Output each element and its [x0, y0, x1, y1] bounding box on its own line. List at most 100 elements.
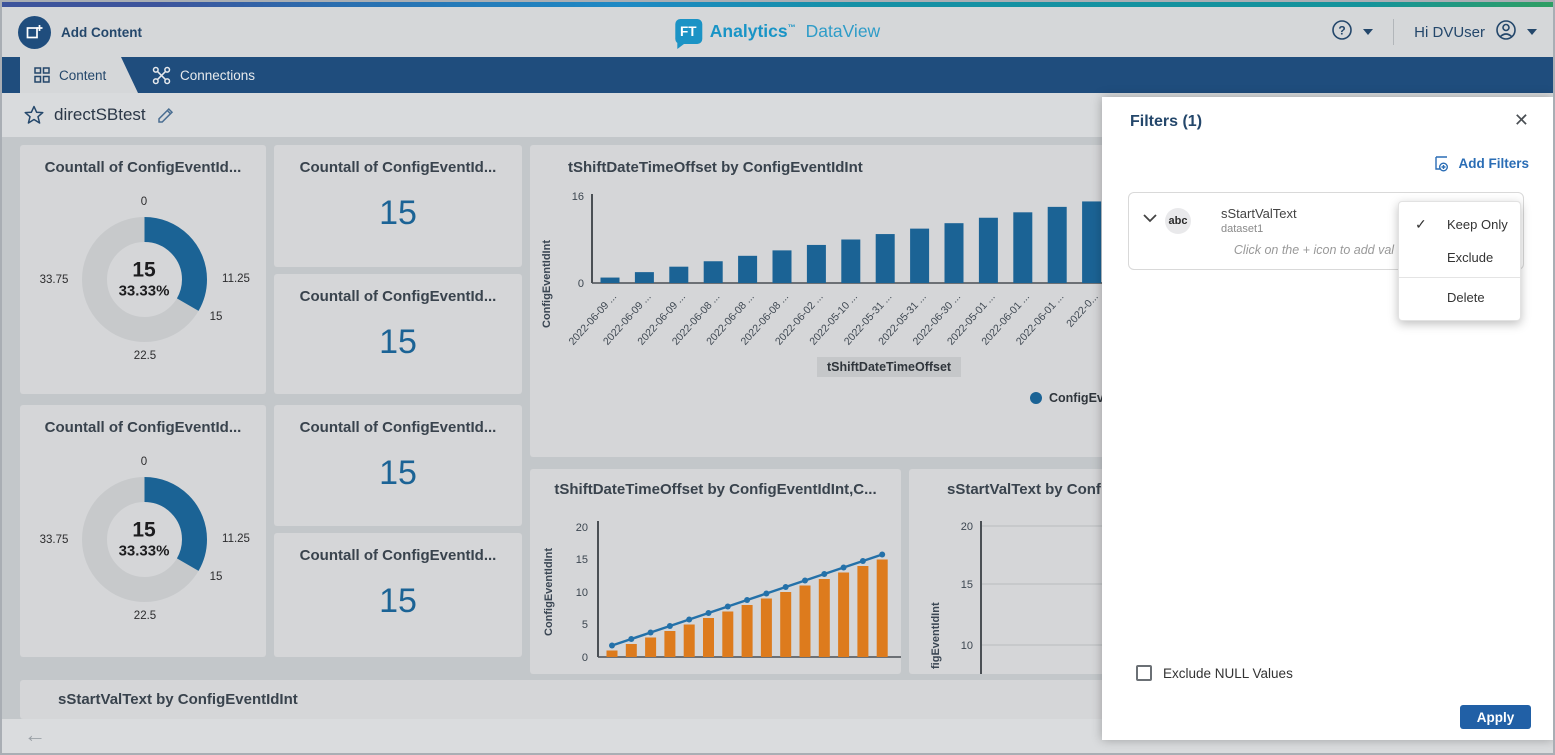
donut-scale-label: 0 [140, 456, 148, 468]
donut-scale-label: 15 [209, 571, 223, 583]
bar [760, 598, 772, 657]
kpi-value: 15 [379, 323, 417, 361]
line-marker [879, 551, 886, 558]
menu-item-label: Exclude [1447, 250, 1494, 265]
card-title: Countall of ConfigEventId... [299, 547, 497, 564]
line-marker [821, 571, 828, 577]
bar [875, 234, 895, 283]
bar [664, 631, 676, 657]
bar [944, 223, 964, 283]
previous-page-arrow[interactable]: ← [24, 722, 46, 747]
menu-item-delete[interactable]: Delete [1399, 281, 1520, 314]
chart-legend: ConfigEve [1030, 391, 1111, 405]
close-icon[interactable]: ✕ [1513, 110, 1529, 130]
bar [600, 277, 620, 283]
edit-pencil-icon[interactable] [156, 106, 175, 125]
bar-chart-card[interactable]: tShiftDateTimeOffset by ConfigEventIdInt… [530, 145, 1120, 457]
donut-card-2[interactable]: Countall of ConfigEventId... 0 11.25 15 … [20, 405, 266, 657]
card-title: Countall of ConfigEventId... [44, 159, 242, 176]
bar [799, 585, 811, 657]
bar [703, 261, 723, 283]
apply-button[interactable]: Apply [1460, 705, 1531, 729]
favorite-star-icon[interactable] [24, 105, 44, 125]
donut-scale-label: 11.25 [222, 273, 250, 285]
donut-card-1[interactable]: Countall of ConfigEventId... 0 11.25 15 … [20, 145, 266, 394]
filter-dataset-name: dataset1 [1221, 223, 1264, 235]
donut-chart [82, 217, 207, 342]
card-title: sStartValText by ConfigEventIdInt [58, 691, 298, 708]
card-title: Countall of ConfigEventId... [44, 419, 242, 436]
card-title: Countall of ConfigEventId... [299, 419, 497, 436]
user-dropdown-caret[interactable] [1527, 29, 1537, 35]
bar [1082, 201, 1102, 283]
bar [625, 644, 637, 657]
add-content-button[interactable]: Add Content [18, 15, 142, 49]
bar [910, 228, 930, 283]
combo-chart: ConfigEventIdInt 20 15 10 5 0 [543, 521, 901, 664]
app-header: Add Content FT Analytics™ DataView ? Hi … [2, 7, 1553, 57]
bar-chart: ConfigEventIdInt 16 0 2022-06-09 ...2022… [541, 191, 1120, 348]
menu-item-label: Delete [1447, 290, 1485, 305]
bar [838, 572, 850, 657]
y-tick: 16 [572, 191, 584, 203]
bar [772, 250, 792, 283]
y-tick: 10 [576, 587, 588, 599]
y-axis-label: figEventIdInt [930, 602, 942, 669]
donut-scale-label: 22.5 [133, 350, 157, 362]
x-tick-label: 2022-0... [1064, 291, 1101, 330]
bar [741, 605, 753, 657]
donut-scale-label: 33.75 [39, 274, 69, 286]
filter-context-menu: ✓ Keep Only Exclude Delete [1398, 201, 1521, 321]
ft-logo-icon: FT [674, 19, 702, 49]
chevron-down-icon[interactable] [1143, 213, 1157, 223]
y-axis-label: ConfigEventIdInt [541, 240, 553, 328]
kpi-card-2[interactable]: Countall of ConfigEventId... 15 [274, 274, 522, 394]
tab-content-label: Content [59, 67, 107, 83]
add-filters-button[interactable]: Add Filters [1434, 155, 1529, 172]
bar [606, 650, 618, 657]
filters-panel-title: Filters (1) [1130, 113, 1203, 130]
kpi-card-4[interactable]: Countall of ConfigEventId... 15 [274, 533, 522, 657]
menu-item-exclude[interactable]: Exclude [1399, 241, 1520, 274]
help-dropdown-caret[interactable] [1363, 29, 1374, 35]
x-axis-title: tShiftDateTimeOffset [817, 357, 962, 377]
y-tick: 0 [578, 278, 584, 290]
tab-content[interactable]: Content [20, 57, 138, 93]
filter-hint-text: Click on the + icon to add val [1233, 243, 1395, 257]
bar [806, 244, 826, 283]
tab-connections[interactable]: Connections [152, 57, 255, 93]
kpi-value: 15 [379, 582, 417, 620]
bar [1013, 212, 1033, 283]
line-marker [686, 616, 693, 623]
y-tick: 15 [576, 554, 588, 566]
header-right-cluster: ? Hi DVUser [1331, 15, 1537, 49]
donut-scale-label: 11.25 [222, 533, 250, 545]
logo-product: DataView [805, 21, 881, 41]
combo-chart-card[interactable]: tShiftDateTimeOffset by ConfigEventIdInt… [530, 469, 901, 674]
bottom-chart-card[interactable]: sStartValText by ConfigEventIdInt [20, 680, 1152, 719]
bar [703, 618, 714, 657]
line-marker [705, 610, 712, 616]
line-marker [628, 636, 635, 642]
user-avatar-icon[interactable] [1495, 19, 1517, 46]
line-marker [802, 577, 808, 584]
donut-chart [82, 477, 207, 602]
logo-name: Analytics [709, 21, 788, 41]
line-marker [840, 564, 847, 571]
donut-scale-label: 15 [209, 311, 223, 323]
checkbox[interactable] [1136, 665, 1152, 681]
brand-gradient-strip [2, 2, 1553, 7]
y-tick: 20 [576, 522, 588, 534]
kpi-card-1[interactable]: Countall of ConfigEventId... 15 [274, 145, 522, 267]
bar [722, 611, 734, 657]
bar [978, 217, 998, 283]
y-tick: 0 [582, 652, 588, 664]
help-icon[interactable]: ? [1331, 19, 1353, 46]
menu-item-keep-only[interactable]: ✓ Keep Only [1399, 208, 1520, 241]
page-title: directSBtest [54, 105, 146, 124]
bar [857, 566, 869, 657]
bar [876, 559, 888, 657]
kpi-card-3[interactable]: Countall of ConfigEventId... 15 [274, 405, 522, 526]
add-content-label: Add Content [61, 24, 142, 40]
exclude-null-checkbox-row[interactable]: Exclude NULL Values [1136, 665, 1293, 681]
